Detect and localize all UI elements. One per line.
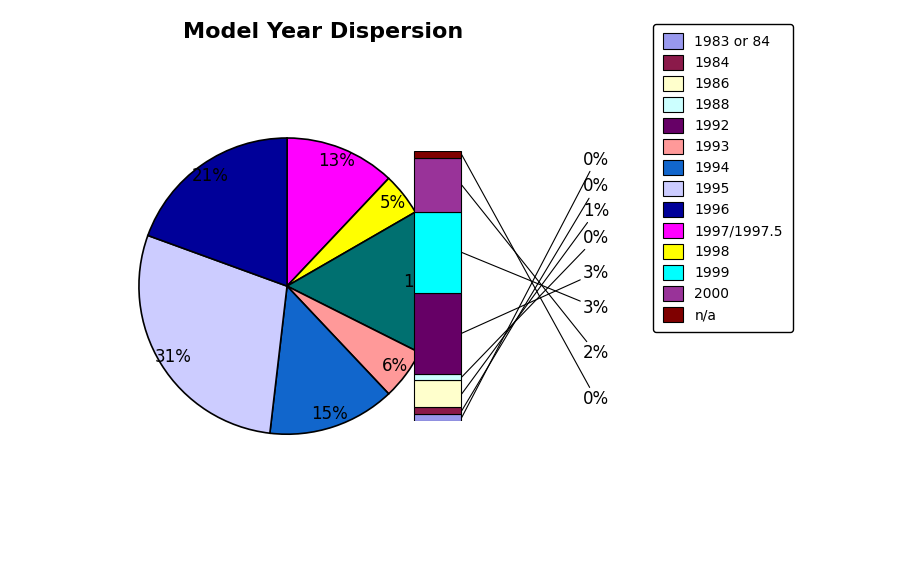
Text: 13%: 13% bbox=[318, 153, 355, 171]
Text: 0%: 0% bbox=[462, 155, 609, 408]
Text: 2%: 2% bbox=[462, 185, 609, 362]
Text: 0%: 0% bbox=[462, 150, 609, 417]
Legend: 1983 or 84, 1984, 1986, 1988, 1992, 1993, 1994, 1995, 1996, 1997/1997.5, 1998, 1: 1983 or 84, 1984, 1986, 1988, 1992, 1993… bbox=[653, 24, 793, 332]
Bar bbox=[414, 380, 461, 407]
Text: 0%: 0% bbox=[462, 177, 609, 411]
Text: 15%: 15% bbox=[311, 404, 348, 422]
Text: 5%: 5% bbox=[379, 194, 405, 212]
Text: 3%: 3% bbox=[462, 264, 609, 333]
Wedge shape bbox=[148, 138, 287, 286]
Text: 31%: 31% bbox=[154, 348, 191, 366]
Text: 17%: 17% bbox=[403, 273, 440, 291]
Wedge shape bbox=[287, 212, 435, 352]
Bar bbox=[414, 293, 461, 374]
Bar bbox=[414, 374, 461, 380]
Wedge shape bbox=[287, 286, 420, 394]
Text: 0%: 0% bbox=[462, 229, 609, 377]
Wedge shape bbox=[270, 286, 388, 434]
Text: 21%: 21% bbox=[192, 167, 229, 185]
Text: 3%: 3% bbox=[462, 252, 609, 316]
Wedge shape bbox=[287, 178, 415, 286]
Bar bbox=[414, 407, 461, 414]
Bar bbox=[414, 212, 461, 293]
Wedge shape bbox=[139, 236, 287, 433]
Bar bbox=[414, 158, 461, 212]
Bar bbox=[414, 151, 461, 158]
Text: Model Year Dispersion: Model Year Dispersion bbox=[183, 22, 463, 43]
Text: 6%: 6% bbox=[382, 357, 408, 375]
Wedge shape bbox=[287, 138, 388, 286]
Text: 1%: 1% bbox=[462, 202, 609, 394]
Bar bbox=[414, 414, 461, 421]
